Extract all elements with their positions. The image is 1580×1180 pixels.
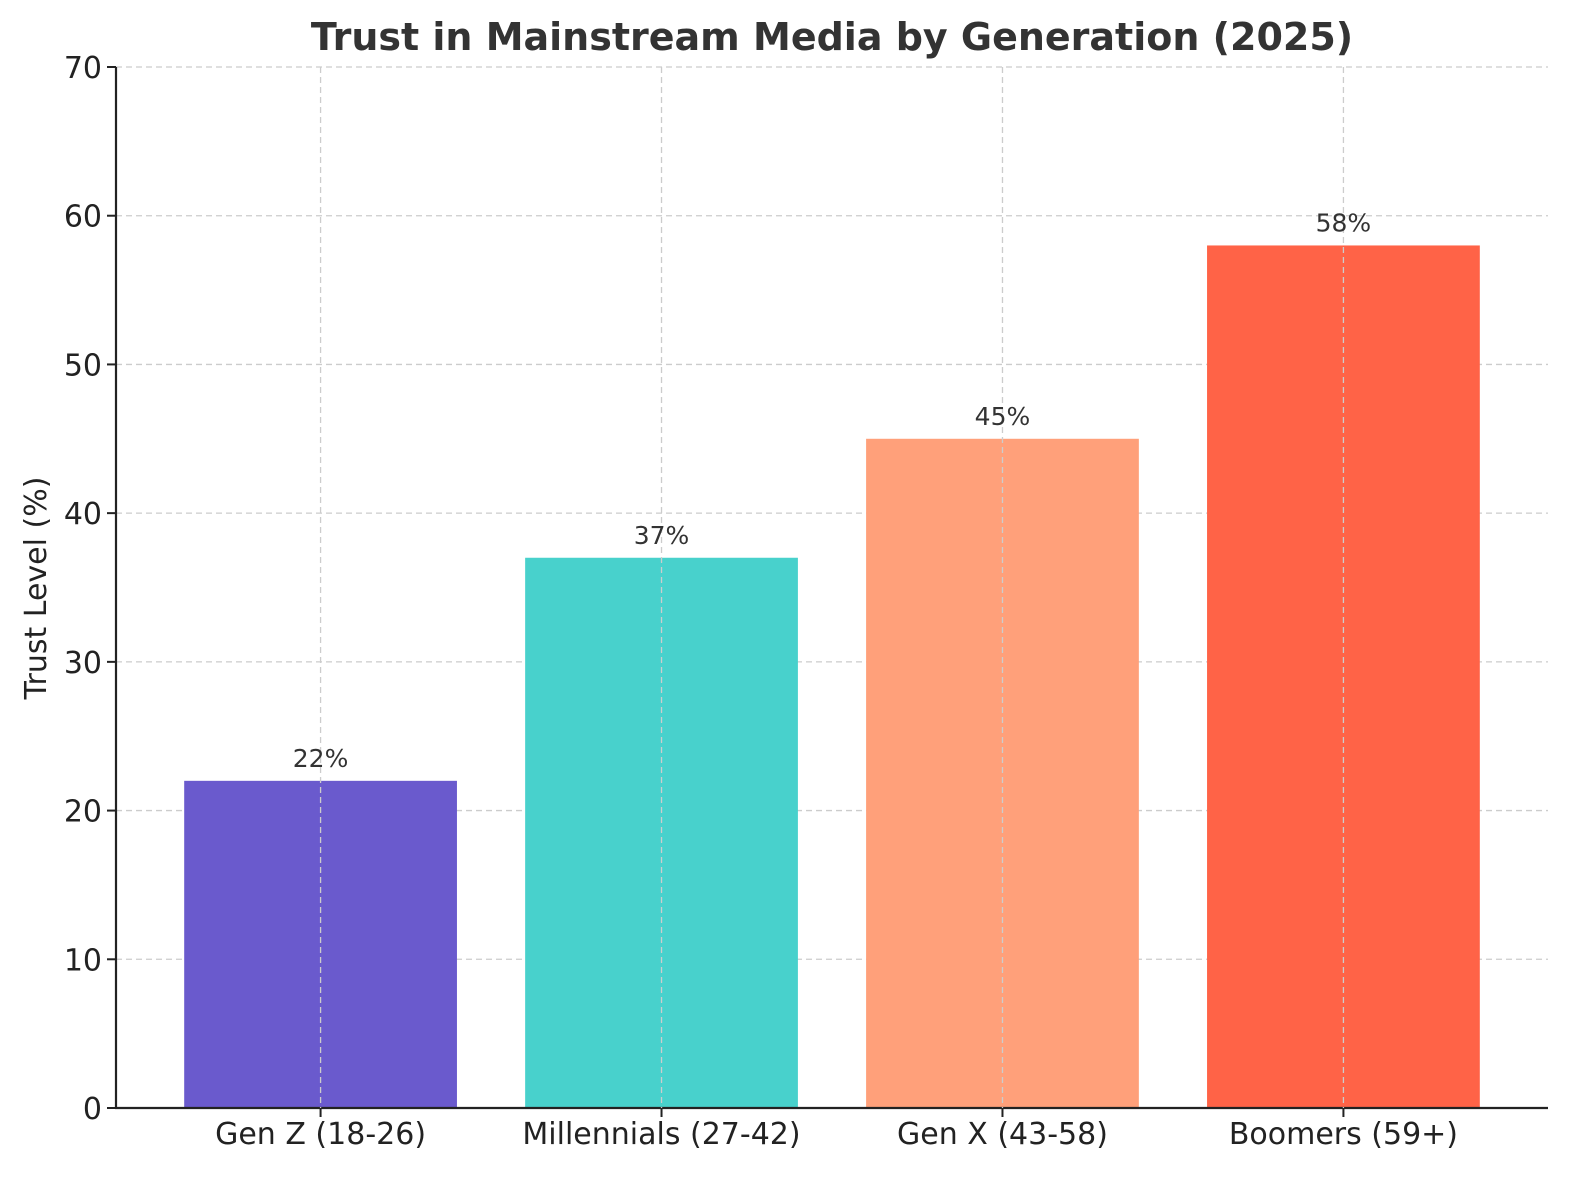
y-tick-label: 30 xyxy=(64,646,102,681)
bars xyxy=(184,245,1480,1108)
data-label: 45% xyxy=(975,402,1031,431)
data-label: 22% xyxy=(293,744,349,773)
x-tick-label: Boomers (59+) xyxy=(1229,1117,1458,1152)
chart-title: Trust in Mainstream Media by Generation … xyxy=(311,15,1353,59)
y-tick-label: 40 xyxy=(64,497,102,532)
y-tick-label: 70 xyxy=(64,51,102,86)
axes xyxy=(114,67,1548,1110)
y-ticks: 0 10 20 30 40 50 60 70 xyxy=(64,51,116,1127)
bar xyxy=(184,780,457,1108)
y-axis-title: Trust Level (%) xyxy=(19,477,54,701)
x-tick-label: Millennials (27-42) xyxy=(522,1117,800,1152)
data-labels: 22% 37% 45% 58% xyxy=(293,67,1371,1108)
y-tick-label: 50 xyxy=(64,348,102,383)
data-label: 37% xyxy=(634,521,690,550)
y-tick-label: 10 xyxy=(64,943,102,978)
y-tick-label: 0 xyxy=(83,1092,102,1127)
x-ticks: Gen Z (18-26) Millennials (27-42) Gen X (4… xyxy=(215,1108,1458,1152)
y-tick-label: 20 xyxy=(64,795,102,830)
y-tick-label: 60 xyxy=(64,200,102,235)
x-tick-label: Gen Z (18-26) xyxy=(215,1117,426,1152)
data-label: 58% xyxy=(1316,208,1372,237)
x-tick-label: Gen X (43-58) xyxy=(897,1117,1108,1152)
